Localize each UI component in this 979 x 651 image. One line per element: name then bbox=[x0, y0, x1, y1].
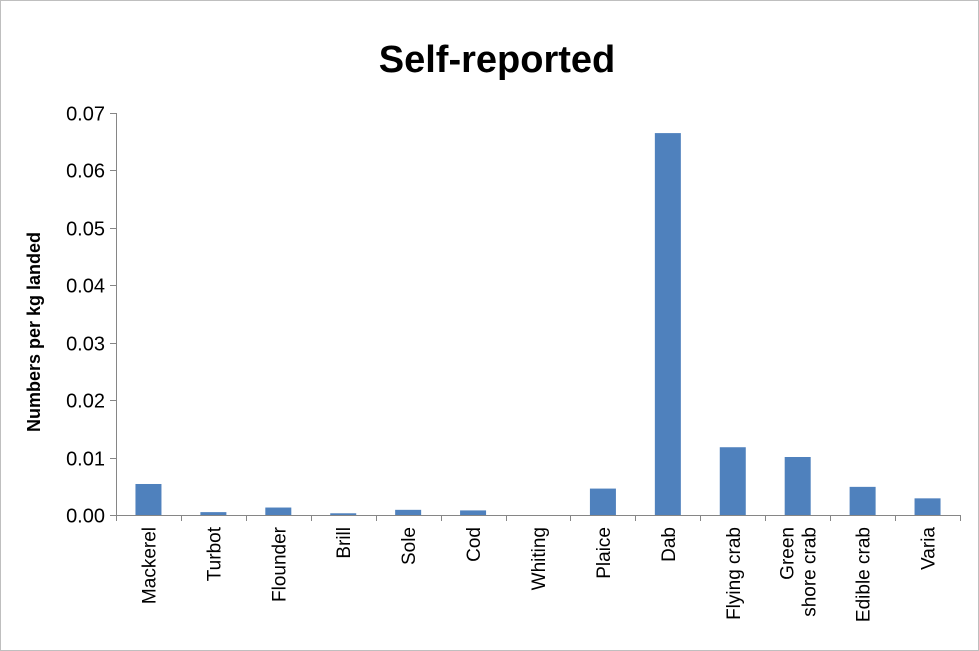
category-label: Flying crab bbox=[724, 527, 745, 620]
bar bbox=[719, 447, 746, 515]
category-label: Flounder bbox=[269, 526, 290, 602]
category-label: Mackerel bbox=[139, 527, 160, 604]
category-label: Whiting bbox=[529, 527, 550, 590]
y-axis: 0.00 0.01 0.02 0.03 0.04 0.05 0.06 0.07 bbox=[66, 104, 117, 528]
category-label: Sole bbox=[399, 527, 420, 565]
bar bbox=[914, 498, 941, 515]
y-tick-label: 0.07 bbox=[66, 104, 105, 126]
bar bbox=[460, 510, 487, 515]
y-tick-label: 0.03 bbox=[66, 334, 105, 356]
category-label: Dab bbox=[659, 527, 680, 562]
bar bbox=[395, 509, 422, 515]
bar bbox=[265, 507, 292, 515]
category-label: Turbot bbox=[204, 526, 225, 581]
chart-title: Self-reported bbox=[379, 39, 615, 81]
bar bbox=[589, 488, 616, 515]
category-label: Varia bbox=[919, 527, 940, 570]
y-tick-label: 0.00 bbox=[66, 506, 105, 528]
y-tick-label: 0.05 bbox=[66, 219, 105, 241]
y-tick-label: 0.04 bbox=[66, 276, 105, 298]
bars-group bbox=[135, 133, 941, 515]
category-label: Plaice bbox=[594, 527, 615, 579]
y-tick-label: 0.06 bbox=[66, 161, 105, 183]
bar bbox=[784, 456, 811, 515]
y-axis-label: Numbers per kg landed bbox=[24, 232, 44, 432]
category-label: Edible crab bbox=[854, 527, 875, 622]
bar bbox=[200, 512, 227, 515]
bar bbox=[330, 513, 357, 515]
category-labels: Mackerel Turbot Flounder Brill Sole Cod Whitin… bbox=[139, 526, 939, 622]
bar bbox=[849, 486, 876, 515]
category-label: Greenshore crab bbox=[778, 527, 821, 617]
bar bbox=[135, 483, 162, 515]
bar bbox=[654, 133, 681, 515]
y-tick-label: 0.02 bbox=[66, 391, 105, 413]
y-tick-label: 0.01 bbox=[66, 449, 105, 471]
category-label: Cod bbox=[464, 527, 485, 562]
x-axis bbox=[116, 515, 961, 521]
category-label: Brill bbox=[334, 527, 355, 559]
